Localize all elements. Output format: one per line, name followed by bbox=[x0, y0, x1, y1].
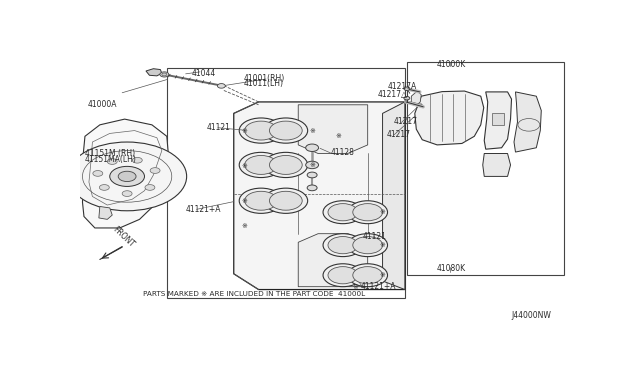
Text: 41121+A: 41121+A bbox=[360, 282, 396, 291]
Polygon shape bbox=[99, 206, 112, 219]
Polygon shape bbox=[484, 92, 511, 149]
Circle shape bbox=[244, 121, 277, 140]
Text: 41121+A: 41121+A bbox=[185, 205, 221, 214]
Circle shape bbox=[306, 144, 319, 151]
Text: 41151M (RH): 41151M (RH) bbox=[85, 149, 135, 158]
Polygon shape bbox=[383, 102, 405, 289]
Circle shape bbox=[145, 185, 155, 190]
Text: ※: ※ bbox=[380, 242, 385, 248]
Text: ※: ※ bbox=[380, 209, 385, 215]
Circle shape bbox=[244, 155, 277, 174]
Circle shape bbox=[122, 191, 132, 196]
Circle shape bbox=[353, 267, 383, 284]
Polygon shape bbox=[146, 69, 162, 76]
Text: 41121: 41121 bbox=[207, 123, 230, 132]
Text: J44000NW: J44000NW bbox=[511, 311, 552, 320]
Text: 41000K: 41000K bbox=[436, 60, 465, 69]
Text: ※: ※ bbox=[309, 162, 315, 168]
Bar bbox=[167, 68, 405, 298]
Polygon shape bbox=[298, 234, 367, 287]
Text: ※: ※ bbox=[353, 284, 358, 290]
Text: 41001(RH): 41001(RH) bbox=[244, 74, 285, 83]
Text: ※: ※ bbox=[335, 133, 341, 139]
Text: 41217: 41217 bbox=[394, 118, 417, 126]
Circle shape bbox=[404, 96, 410, 100]
Circle shape bbox=[160, 72, 169, 77]
Circle shape bbox=[108, 158, 117, 164]
Circle shape bbox=[118, 171, 136, 182]
Text: 41011(LH): 41011(LH) bbox=[244, 79, 284, 88]
Polygon shape bbox=[492, 113, 504, 125]
Circle shape bbox=[323, 264, 363, 287]
Text: 41151MA(LH): 41151MA(LH) bbox=[85, 155, 137, 164]
Circle shape bbox=[218, 84, 225, 88]
Circle shape bbox=[306, 161, 319, 169]
Circle shape bbox=[264, 118, 308, 143]
Polygon shape bbox=[412, 91, 421, 105]
Polygon shape bbox=[234, 102, 405, 289]
Circle shape bbox=[264, 153, 308, 177]
Circle shape bbox=[353, 237, 383, 254]
Text: ※: ※ bbox=[242, 163, 248, 169]
Circle shape bbox=[93, 170, 103, 176]
Text: 41128: 41128 bbox=[331, 148, 355, 157]
Text: PARTS MARKED ※ ARE INCLUDED IN THE PART CODE  41000L: PARTS MARKED ※ ARE INCLUDED IN THE PART … bbox=[143, 291, 365, 297]
Text: 41217A: 41217A bbox=[388, 82, 417, 91]
Text: 41000A: 41000A bbox=[88, 100, 117, 109]
Text: ※: ※ bbox=[380, 272, 385, 278]
Bar bbox=[408, 62, 564, 275]
Text: FRONT: FRONT bbox=[111, 225, 136, 250]
Circle shape bbox=[110, 166, 145, 186]
Circle shape bbox=[348, 264, 388, 287]
Circle shape bbox=[323, 234, 363, 257]
Circle shape bbox=[239, 153, 283, 177]
Text: 41044: 41044 bbox=[191, 69, 216, 78]
Text: ※: ※ bbox=[242, 128, 248, 134]
Circle shape bbox=[404, 87, 410, 90]
Text: 41217: 41217 bbox=[387, 130, 410, 140]
Circle shape bbox=[162, 73, 167, 76]
Polygon shape bbox=[514, 92, 541, 152]
Circle shape bbox=[264, 188, 308, 214]
Circle shape bbox=[132, 157, 142, 163]
Circle shape bbox=[348, 234, 388, 257]
Circle shape bbox=[239, 118, 283, 143]
Circle shape bbox=[328, 267, 358, 284]
Circle shape bbox=[269, 191, 302, 210]
Polygon shape bbox=[83, 119, 168, 228]
Polygon shape bbox=[298, 105, 367, 154]
Circle shape bbox=[99, 185, 109, 190]
Circle shape bbox=[328, 237, 358, 254]
Circle shape bbox=[150, 168, 160, 173]
Circle shape bbox=[307, 172, 317, 178]
Circle shape bbox=[244, 191, 277, 210]
Text: ※: ※ bbox=[242, 198, 248, 204]
Circle shape bbox=[353, 203, 383, 221]
Circle shape bbox=[269, 155, 302, 174]
Circle shape bbox=[328, 203, 358, 221]
Circle shape bbox=[348, 201, 388, 224]
Circle shape bbox=[307, 185, 317, 191]
Circle shape bbox=[323, 201, 363, 224]
Text: 41080K: 41080K bbox=[436, 264, 465, 273]
Text: ※: ※ bbox=[242, 223, 248, 229]
Circle shape bbox=[68, 142, 187, 211]
Text: 41217△: 41217△ bbox=[378, 90, 408, 99]
Text: ※: ※ bbox=[309, 128, 315, 134]
Text: 41121: 41121 bbox=[363, 232, 387, 241]
Polygon shape bbox=[483, 154, 511, 176]
Polygon shape bbox=[415, 91, 484, 145]
Circle shape bbox=[269, 121, 302, 140]
Circle shape bbox=[239, 188, 283, 214]
